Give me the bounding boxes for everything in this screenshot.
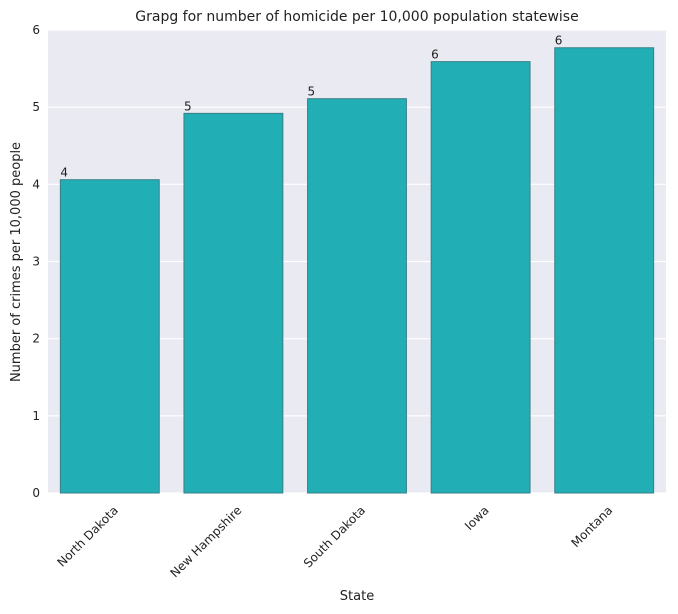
y-tick-label: 3 bbox=[32, 255, 40, 269]
x-tick-label: South Dakota bbox=[301, 503, 368, 570]
y-axis-title: Number of crimes per 10,000 people bbox=[9, 142, 24, 382]
bar-south-dakota bbox=[307, 98, 407, 494]
bar-value-label: 6 bbox=[431, 48, 439, 62]
x-tick-label: North Dakota bbox=[55, 503, 121, 569]
y-tick-label: 0 bbox=[32, 486, 40, 500]
bar-value-label: 6 bbox=[555, 34, 563, 48]
x-tick-label: New Hampshire bbox=[168, 503, 245, 580]
bar-new-hampshire bbox=[183, 112, 284, 494]
data-labels: 4 5 5 6 6 bbox=[60, 34, 562, 180]
y-tick-label: 6 bbox=[32, 23, 40, 37]
bar-value-label: 5 bbox=[308, 85, 316, 99]
x-axis-ticks: North Dakota New Hampshire South Dakota Iow… bbox=[55, 503, 616, 580]
bar-montana bbox=[554, 47, 655, 494]
x-tick-label: Montana bbox=[568, 503, 615, 550]
bar-north-dakota bbox=[59, 179, 160, 494]
y-tick-label: 5 bbox=[32, 100, 40, 114]
y-tick-label: 4 bbox=[32, 177, 40, 191]
y-tick-label: 1 bbox=[32, 409, 40, 423]
bar-iowa bbox=[430, 61, 531, 494]
y-tick-label: 2 bbox=[32, 332, 40, 346]
bar-value-label: 4 bbox=[60, 166, 68, 180]
y-axis-ticks: 0 1 2 3 4 5 6 bbox=[32, 23, 40, 500]
bars bbox=[59, 47, 655, 494]
bar-value-label: 5 bbox=[184, 99, 192, 113]
chart-title: Grapg for number of homicide per 10,000 … bbox=[135, 9, 578, 25]
x-tick-label: Iowa bbox=[462, 503, 492, 533]
x-axis-title: State bbox=[340, 589, 374, 604]
